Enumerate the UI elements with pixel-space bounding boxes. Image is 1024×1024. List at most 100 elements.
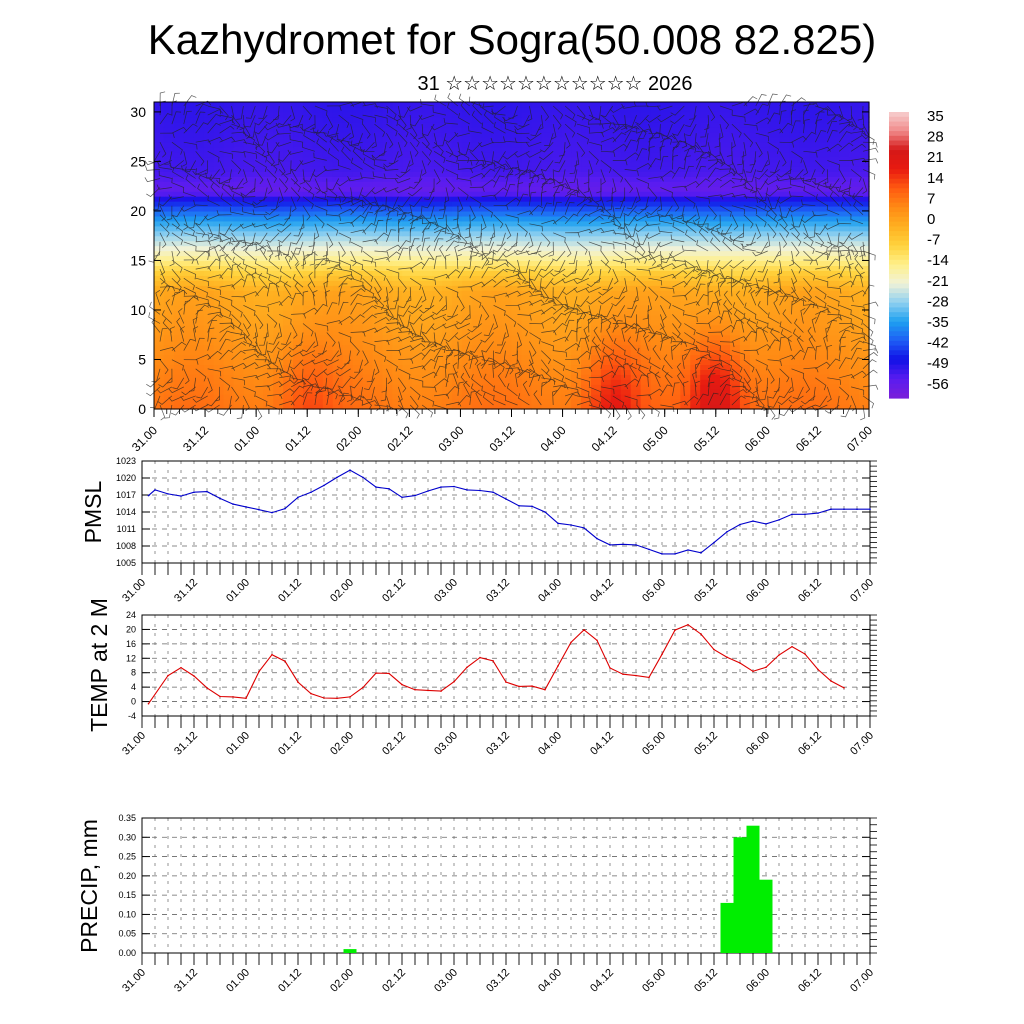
heatmap-cell: [213, 275, 225, 281]
wind-barb: [767, 339, 780, 351]
heatmap-cell: [481, 349, 493, 356]
heatmap-cell: [372, 314, 383, 321]
wind-barb: [267, 368, 282, 374]
heatmap-cell: [213, 186, 225, 192]
heatmap-cell: [412, 334, 423, 341]
heatmap-cell: [342, 369, 354, 375]
heatmap-cell: [590, 176, 602, 182]
heatmap-cell: [273, 151, 284, 158]
heatmap-cell: [471, 329, 483, 336]
heatmap-cell: [670, 369, 681, 375]
heatmap-cell: [531, 245, 542, 252]
heatmap-cell: [581, 146, 592, 153]
heatmap-cell: [571, 270, 582, 276]
heatmap-cell: [432, 205, 443, 212]
heatmap-cell: [203, 369, 215, 375]
heatmap-cell: [759, 166, 771, 172]
wind-barb: [196, 386, 209, 399]
heatmap-cell: [342, 270, 354, 276]
heatmap-cell: [243, 319, 254, 326]
heatmap-cell: [203, 245, 215, 252]
heatmap-cell: [382, 240, 393, 247]
heatmap-cell: [650, 102, 662, 108]
heatmap-cell: [670, 210, 681, 217]
heatmap-cell: [571, 111, 582, 118]
heatmap-cell: [402, 314, 413, 321]
heatmap-cell: [293, 131, 304, 138]
heatmap-cell: [422, 250, 433, 257]
heatmap-cell: [759, 275, 771, 281]
heatmap-cell: [690, 309, 701, 316]
heatmap-cell: [163, 329, 175, 336]
heatmap-cell: [819, 255, 830, 262]
heatmap-cell: [640, 131, 652, 138]
heatmap-cell: [273, 285, 284, 291]
heatmap-cell: [799, 250, 811, 257]
heatmap-cell: [322, 111, 334, 118]
heatmap-cell: [739, 389, 751, 395]
wind-barb: [777, 395, 792, 405]
heatmap-cell: [690, 270, 701, 276]
wind-barb: [243, 375, 259, 381]
heatmap-cell: [531, 161, 542, 167]
heatmap-cell: [630, 171, 642, 177]
heatmap-cell: [501, 136, 513, 143]
heatmap-cell: [173, 156, 185, 163]
wind-barb: [183, 359, 199, 365]
heatmap-cell: [859, 399, 870, 405]
heatmap-cell: [700, 314, 711, 321]
heatmap-cell: [739, 374, 751, 380]
heatmap-cell: [412, 309, 423, 316]
heatmap-cell: [392, 220, 403, 227]
heatmap-cell: [829, 319, 840, 326]
heatmap-cell: [213, 220, 225, 227]
heatmap-cell: [293, 275, 304, 281]
heatmap-cell: [382, 379, 393, 385]
heatmap-cell: [640, 191, 652, 197]
heatmap-cell: [451, 305, 463, 311]
heatmap-cell: [561, 379, 572, 385]
heatmap-cell: [302, 265, 314, 271]
heatmap-cell: [451, 186, 463, 192]
heatmap-cell: [670, 156, 681, 163]
heatmap-cell: [531, 176, 542, 182]
heatmap-cell: [729, 161, 741, 167]
heatmap-cell: [769, 131, 781, 138]
heatmap-cell: [332, 384, 344, 390]
heatmap-cell: [203, 300, 215, 306]
heatmap-cell: [451, 339, 463, 346]
heatmap-cell: [402, 270, 413, 276]
wind-barb: [707, 381, 715, 396]
heatmap-cell: [283, 334, 294, 341]
heatmap-cell: [491, 116, 503, 123]
heatmap-cell: [412, 240, 423, 247]
heatmap-cell: [441, 151, 453, 158]
heatmap-cell: [253, 265, 264, 271]
heatmap-cell: [630, 146, 642, 153]
heatmap-cell: [263, 201, 274, 207]
heatmap-cell: [293, 270, 304, 276]
heatmap-cell: [799, 126, 811, 133]
heatmap-cell: [283, 201, 294, 207]
heatmap-cell: [213, 191, 225, 197]
heatmap-cell: [163, 131, 175, 138]
heatmap-cell: [700, 319, 711, 326]
wind-barb: [862, 348, 879, 354]
heatmap-cell: [710, 275, 721, 281]
heatmap-cell: [749, 394, 761, 400]
heatmap-cell: [650, 230, 662, 237]
wind-barb: [613, 338, 625, 351]
wind-barb: [850, 336, 867, 342]
heatmap-cell: [769, 230, 781, 237]
wind-barb: [270, 350, 280, 364]
heatmap-cell: [670, 305, 681, 311]
heatmap-cell: [610, 300, 622, 306]
wind-barb: [488, 350, 494, 366]
heatmap-cell: [332, 300, 344, 306]
heatmap-cell: [243, 275, 254, 281]
wind-barb: [349, 368, 363, 380]
heatmap-cell: [372, 295, 383, 301]
heatmap-cell: [700, 250, 711, 257]
heatmap-cell: [729, 240, 741, 247]
heatmap-cell: [283, 230, 294, 237]
